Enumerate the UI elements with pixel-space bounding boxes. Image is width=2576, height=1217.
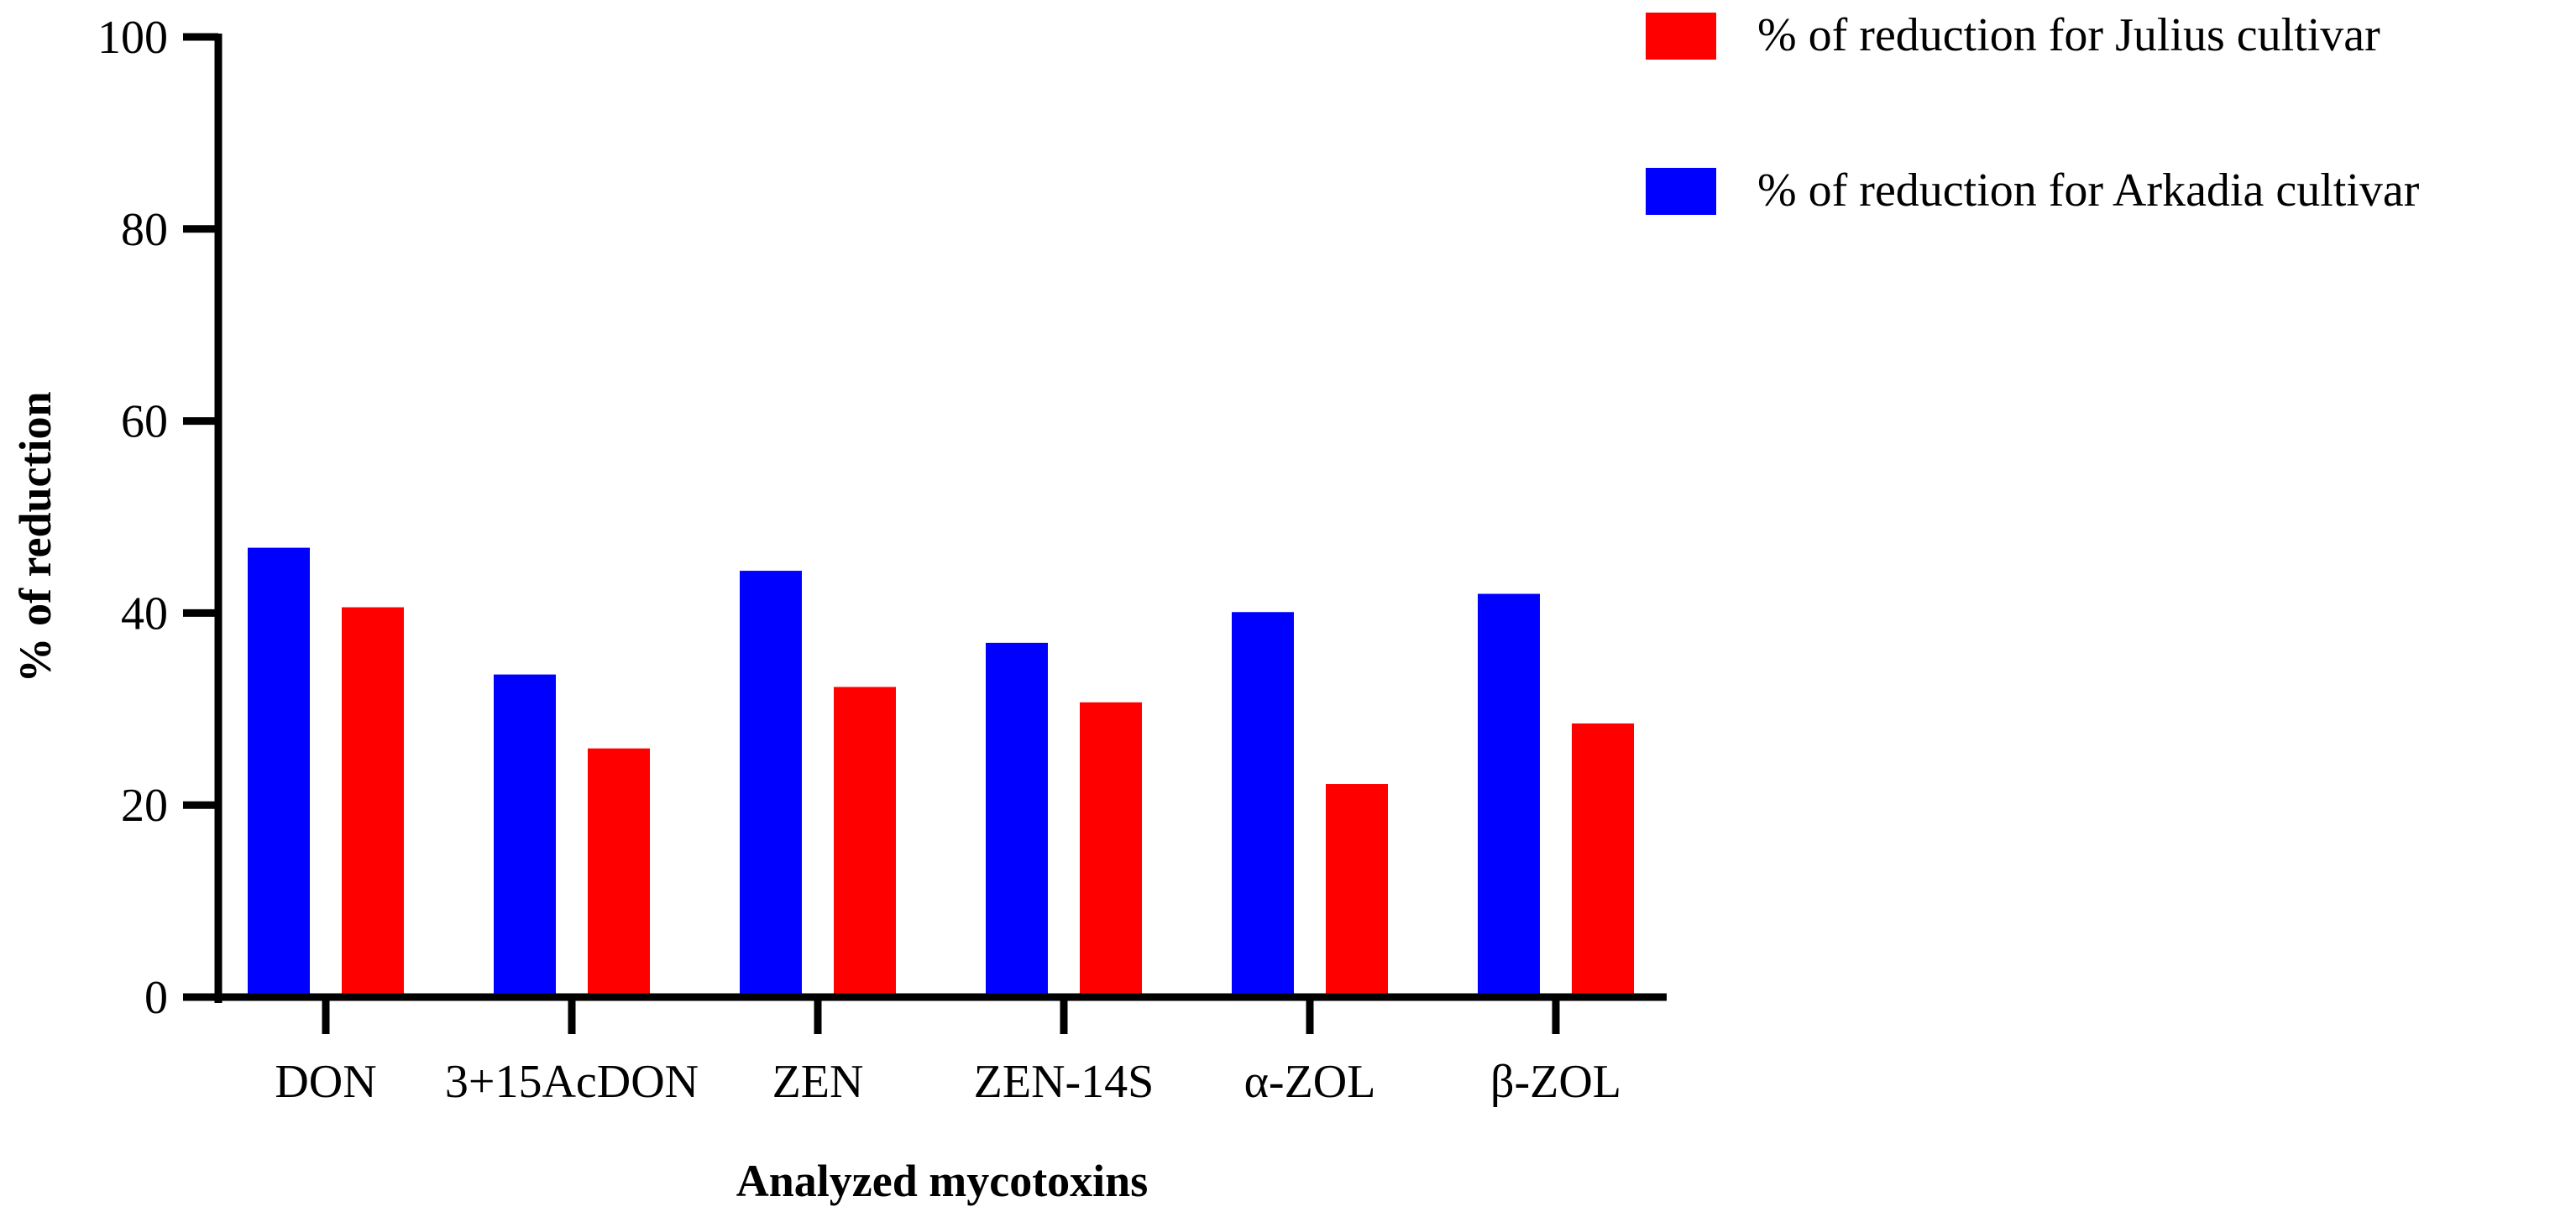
x-category-label: ZEN-14S: [974, 1056, 1154, 1108]
y-tick-label: 60: [121, 396, 168, 448]
x-category-label: 3+15AcDON: [445, 1056, 699, 1108]
bar-julius-5: [1572, 723, 1634, 997]
bar-julius-0: [342, 608, 404, 997]
bar-julius-3: [1080, 703, 1142, 997]
x-category-label: ZEN: [772, 1056, 864, 1108]
bar-arkadia-2: [740, 571, 802, 997]
bars-group: [248, 548, 1634, 997]
x-category-label: β-ZOL: [1490, 1056, 1621, 1108]
legend-label-julius: % of reduction for Julius cultivar: [1757, 9, 2380, 61]
x-category-label: DON: [275, 1056, 376, 1108]
y-ticks-group: 0 20 40 60 80 100: [97, 12, 218, 1024]
bar-julius-4: [1326, 784, 1388, 997]
bar-julius-2: [834, 687, 896, 997]
y-tick-label: 100: [97, 12, 168, 64]
y-tick-label: 20: [121, 780, 168, 832]
y-tick-label: 80: [121, 204, 168, 256]
legend-swatch-arkadia: [1646, 168, 1716, 215]
bar-arkadia-5: [1478, 594, 1540, 997]
legend-swatch-julius: [1646, 13, 1716, 60]
x-category-label: α-ZOL: [1244, 1056, 1376, 1108]
bar-julius-1: [588, 749, 650, 997]
legend: % of reduction for Julius cultivar % of r…: [1646, 9, 2420, 217]
x-ticks-group: DON 3+15AcDON ZEN ZEN-14S α-ZOL β-ZOL: [275, 997, 1621, 1108]
x-axis-title: Analyzed mycotoxins: [736, 1156, 1148, 1206]
bar-arkadia-3: [986, 643, 1048, 997]
bar-chart: 0 20 40 60 80 100 DON 3+15AcDON ZEN ZEN-14S α-ZOL…: [0, 0, 2576, 1217]
y-axis-title: % of reduction: [10, 392, 60, 683]
axes-group: [183, 34, 1667, 1003]
y-tick-label: 0: [144, 972, 168, 1024]
bar-arkadia-1: [494, 675, 556, 997]
legend-label-arkadia: % of reduction for Arkadia cultivar: [1757, 165, 2420, 217]
bar-arkadia-4: [1232, 612, 1294, 997]
y-tick-label: 40: [121, 588, 168, 640]
bar-arkadia-0: [248, 548, 310, 997]
